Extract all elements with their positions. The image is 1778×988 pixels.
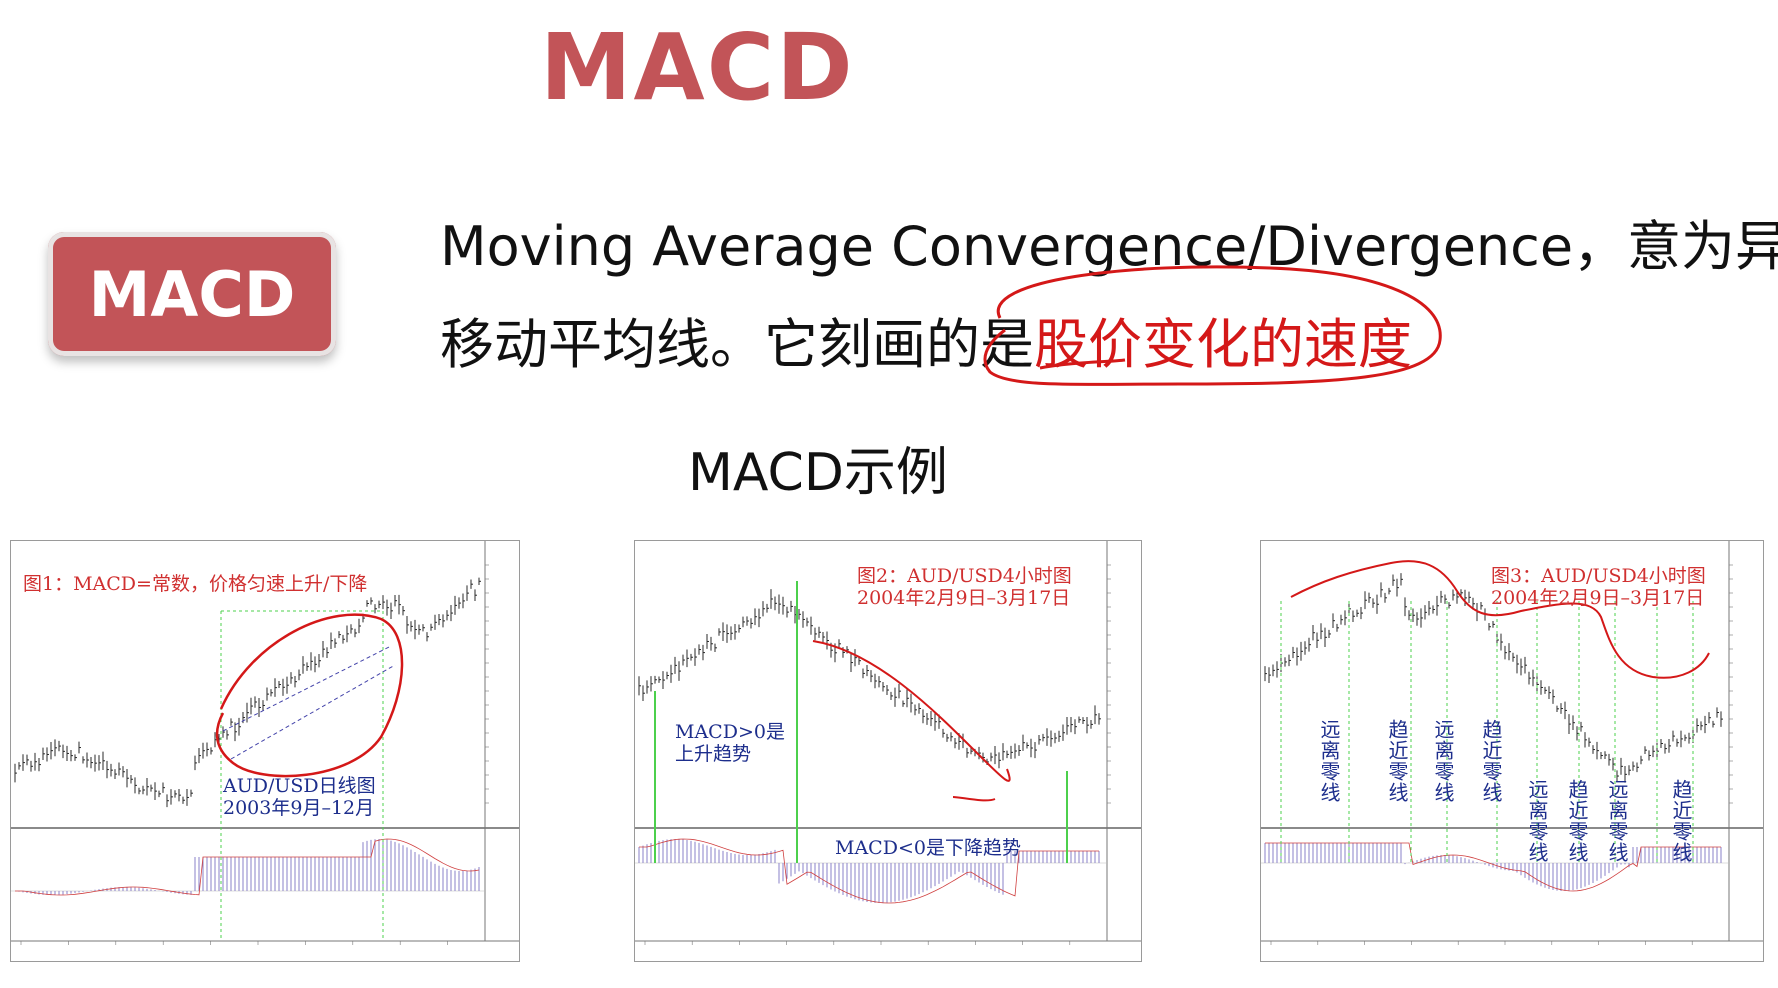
chart-1-note-line-2: 2003年9月–12月 — [223, 797, 375, 819]
description-line-2: 移动平均线。它刻画的是股价变化的速度 — [440, 296, 1760, 394]
description-line-1: Moving Average Convergence/Divergence，意为… — [440, 215, 1778, 278]
chart-3-label-2: 趋近零线 — [1385, 719, 1409, 803]
red-downtrend-annotation — [812, 640, 1011, 802]
chart-3-label-4: 趋近零线 — [1479, 719, 1503, 803]
red-circle-annotation — [215, 613, 404, 778]
chart-3-label-8: 趋近零线 — [1669, 779, 1693, 863]
examples-subtitle: MACD示例 — [688, 443, 948, 503]
red-curve-annotation — [1290, 560, 1710, 679]
trend-channel-upper — [222, 646, 390, 732]
description-text: 移动平均线。它刻画的是 — [440, 313, 1034, 376]
chart-2-caption-line-2: 2004年2月9日–3月17日 — [857, 587, 1071, 609]
chart-background — [635, 541, 1141, 961]
chart-3-label-5: 远离零线 — [1525, 779, 1549, 863]
page-title: MACD — [540, 14, 855, 121]
chart-3-label-7: 远离零线 — [1605, 779, 1629, 863]
chart-3-label-3: 远离零线 — [1431, 719, 1455, 803]
signal-line — [639, 838, 1099, 904]
chart-background — [11, 541, 519, 961]
signal-line — [15, 838, 480, 896]
trend-channel-lower — [230, 664, 396, 760]
chart-2-caption-line-1: 图2：AUD/USD4小时图 — [857, 565, 1072, 587]
chart-3-label-1: 远离零线 — [1317, 719, 1341, 803]
chart-panel-1: 图1：MACD=常数，价格匀速上升/下降 AUD/USD日线图 2003年9月–… — [10, 540, 520, 962]
chart-2-negative-note: MACD<0是下降趋势 — [835, 837, 1021, 859]
signal-line — [1265, 842, 1721, 892]
price-chart-3 — [1261, 541, 1763, 961]
chart-1-note-line-1: AUD/USD日线图 — [223, 775, 376, 797]
description: Moving Average Convergence/Divergence，意为… — [440, 198, 1778, 394]
chart-3-caption-line-2: 2004年2月9日–3月17日 — [1491, 587, 1705, 609]
macd-badge: MACD — [48, 232, 336, 356]
price-chart-1 — [11, 541, 519, 961]
chart-panel-2: 图2：AUD/USD4小时图 2004年2月9日–3月17日 MACD>0是 上… — [634, 540, 1142, 962]
chart-panel-3: 图3：AUD/USD4小时图 2004年2月9日–3月17日 远离零线 趋近零线… — [1260, 540, 1764, 962]
chart-2-positive-note-1: MACD>0是 — [675, 721, 785, 743]
chart-1-caption: 图1：MACD=常数，价格匀速上升/下降 — [23, 573, 368, 595]
price-chart-2 — [635, 541, 1141, 961]
description-highlight: 股价变化的速度 — [1034, 313, 1412, 376]
chart-2-positive-note-2: 上升趋势 — [675, 743, 752, 765]
chart-3-caption-line-1: 图3：AUD/USD4小时图 — [1491, 565, 1706, 587]
chart-3-label-6: 趋近零线 — [1565, 779, 1589, 863]
